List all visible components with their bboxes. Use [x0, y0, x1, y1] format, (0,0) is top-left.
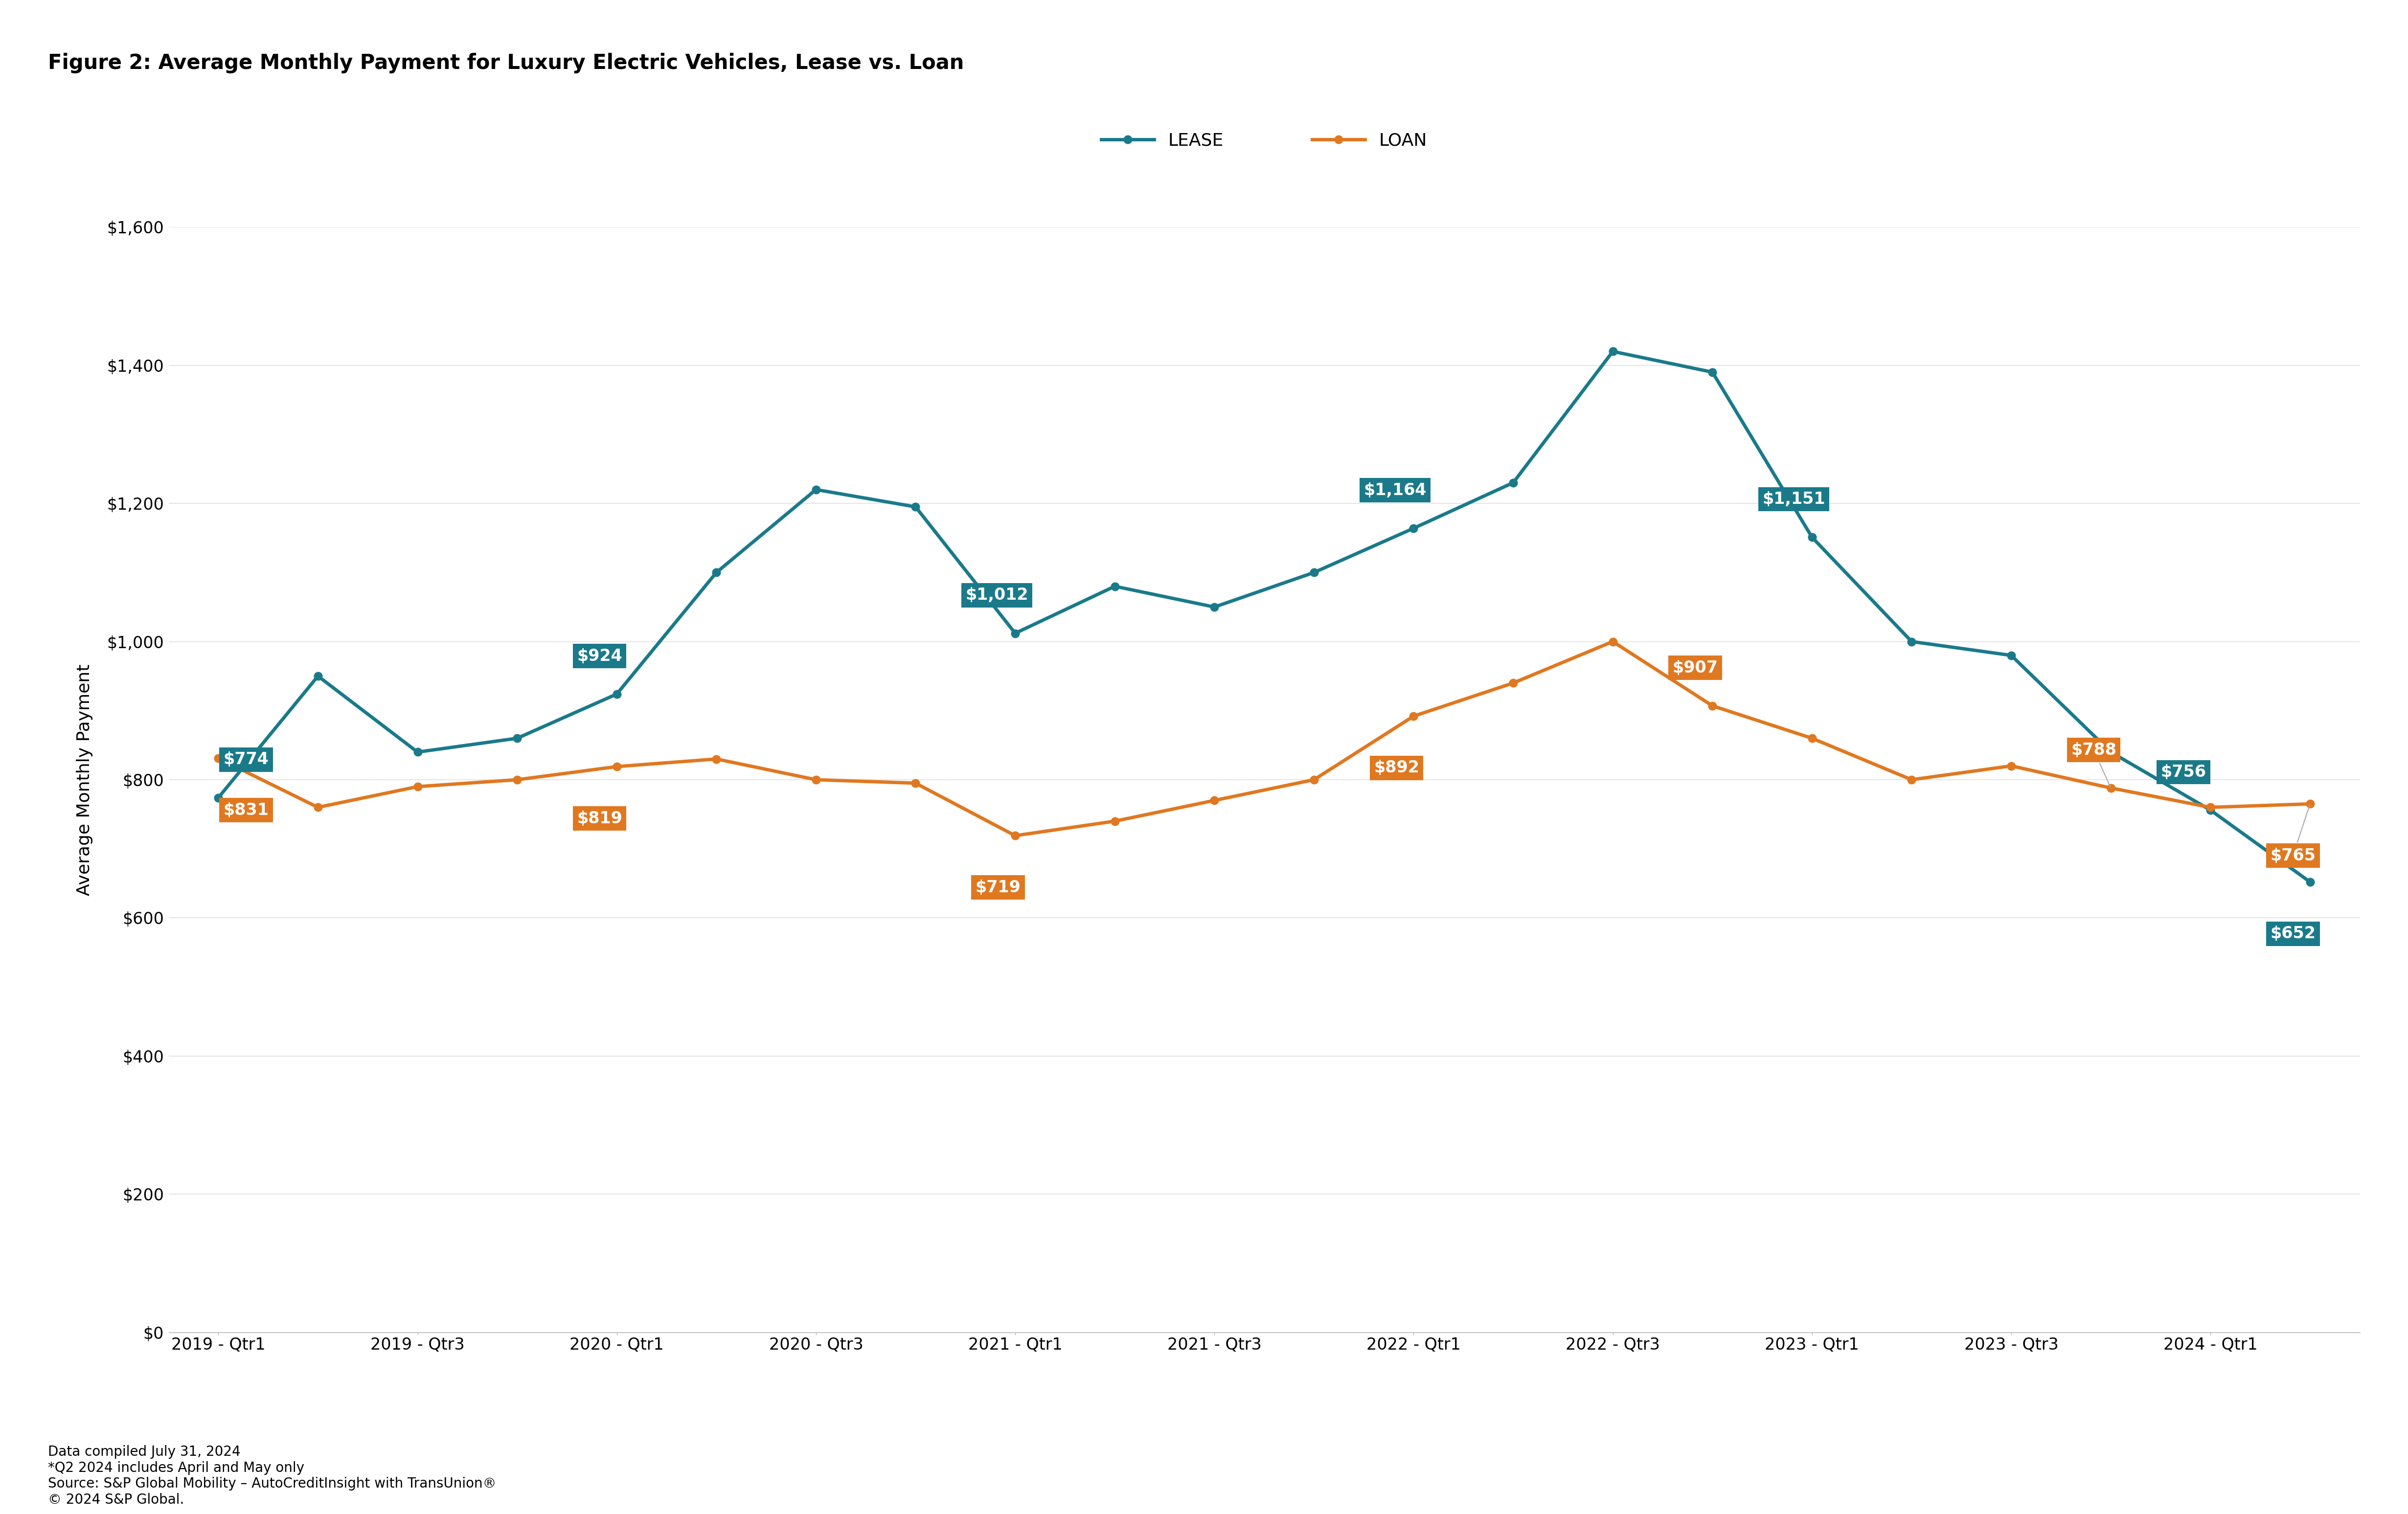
- Text: $1,164: $1,164: [1363, 483, 1426, 498]
- Legend: LEASE, LOAN: LEASE, LOAN: [1093, 126, 1435, 156]
- Text: Figure 2: Average Monthly Payment for Luxury Electric Vehicles, Lease vs. Loan: Figure 2: Average Monthly Payment for Lu…: [48, 53, 963, 74]
- Text: $831: $831: [224, 802, 270, 818]
- Text: $774: $774: [224, 751, 270, 768]
- Text: $1,151: $1,151: [1763, 491, 1825, 507]
- Text: $907: $907: [1674, 660, 1717, 675]
- Text: $652: $652: [2271, 925, 2316, 942]
- Text: $756: $756: [2160, 765, 2206, 780]
- Text: $719: $719: [975, 880, 1021, 896]
- Text: $924: $924: [578, 648, 621, 665]
- Text: $892: $892: [1373, 760, 1418, 777]
- Y-axis label: Average Monthly Payment: Average Monthly Payment: [77, 665, 94, 895]
- Text: $788: $788: [2071, 742, 2117, 787]
- Text: Data compiled July 31, 2024
*Q2 2024 includes April and May only
Source: S&P Glo: Data compiled July 31, 2024 *Q2 2024 inc…: [48, 1446, 496, 1506]
- Text: $765: $765: [2271, 805, 2316, 864]
- Text: $819: $819: [578, 810, 621, 827]
- Text: $1,012: $1,012: [966, 587, 1028, 604]
